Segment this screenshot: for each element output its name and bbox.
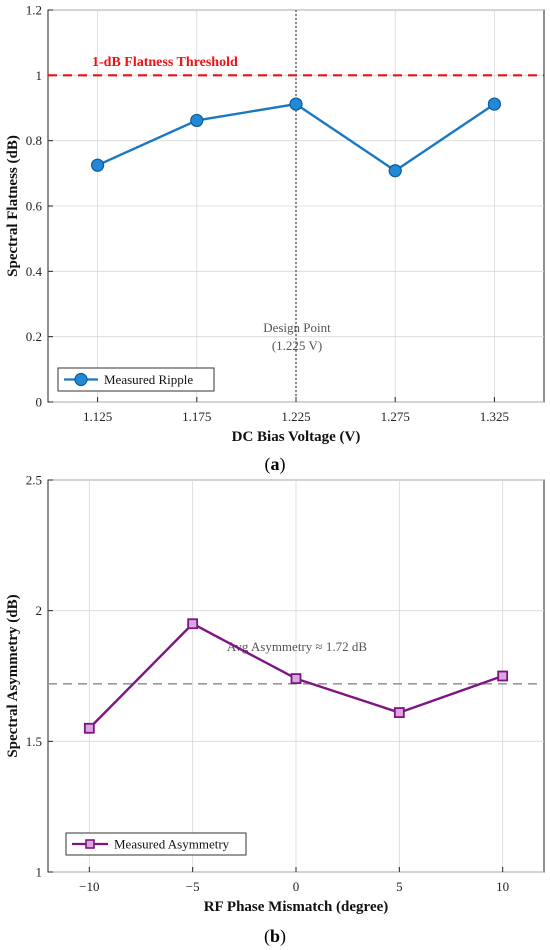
data-point xyxy=(90,158,105,172)
legend-b: Measured Asymmetry xyxy=(65,832,247,856)
design-point-label: Design Point xyxy=(263,320,331,335)
panel-label-a: (a) xyxy=(265,454,286,475)
chart-a: 1.125 1.175 1.225 1.275 1.325 0 0.2 0.4 0.6 0.8 1… xyxy=(5,3,545,475)
y-tick-label: 1 xyxy=(36,68,43,83)
y-tick-label: 2.5 xyxy=(26,473,42,488)
x-tick-label: 1.225 xyxy=(281,409,310,424)
x-axis-label-a: DC Bias Voltage (V) xyxy=(232,429,361,445)
series-measured-asymmetry xyxy=(83,618,509,734)
legend-box-a xyxy=(57,367,215,392)
y-tick-label: 0.8 xyxy=(26,133,42,148)
panel-letter-b: b xyxy=(270,926,280,946)
panel-letter-a: a xyxy=(271,454,280,474)
y-tick-label: 0.6 xyxy=(26,199,43,214)
data-point xyxy=(388,164,402,178)
panel-label-b: (b) xyxy=(264,926,286,947)
y-tick-label: 0.4 xyxy=(26,264,43,279)
x-tick-label: 5 xyxy=(396,879,403,894)
chart-b: −10 −5 0 5 10 1 1.5 2 2.5 Avg Asymmetry ≈ 1.72 … xyxy=(5,473,545,947)
y-tick-label: 2 xyxy=(36,603,43,618)
y-tick-label: 1.5 xyxy=(26,734,42,749)
legend-label-b: Measured Asymmetry xyxy=(114,837,230,852)
legend-a: Measured Ripple xyxy=(57,367,215,392)
x-axis-label-b: RF Phase Mismatch (degree) xyxy=(204,899,389,915)
y-axis-label-b: Spectral Asymmetry (dB) xyxy=(5,594,21,757)
x-tick-label: 1.175 xyxy=(182,409,211,424)
data-point xyxy=(487,97,501,111)
y-tick-label: 1.2 xyxy=(26,3,42,18)
series-measured-ripple xyxy=(90,97,501,178)
data-point xyxy=(289,97,303,111)
design-point-value: (1.225 V) xyxy=(272,338,322,353)
data-point xyxy=(497,670,509,682)
legend-label-a: Measured Ripple xyxy=(104,372,193,387)
x-ticks-a: 1.125 1.175 1.225 1.275 1.325 xyxy=(83,397,509,424)
legend-marker-a xyxy=(74,372,88,387)
threshold-label: 1-dB Flatness Threshold xyxy=(92,55,238,70)
x-tick-label: 1.275 xyxy=(381,409,410,424)
data-point xyxy=(83,722,95,734)
x-tick-label: 0 xyxy=(293,879,300,894)
x-tick-label: 1.125 xyxy=(83,409,112,424)
data-point xyxy=(187,618,199,630)
x-tick-label: 1.325 xyxy=(480,409,509,424)
x-tick-label: −10 xyxy=(79,879,99,894)
avg-asymmetry-label: Avg Asymmetry ≈ 1.72 dB xyxy=(227,639,367,654)
y-tick-label: 1 xyxy=(36,865,43,880)
y-tick-label: 0 xyxy=(36,395,43,410)
y-axis-label-a: Spectral Flatness (dB) xyxy=(5,135,21,277)
x-tick-label: 10 xyxy=(496,879,509,894)
data-point xyxy=(290,673,302,685)
legend-box-b xyxy=(65,832,247,856)
y-ticks-b: 1 1.5 2 2.5 xyxy=(26,473,53,880)
y-ticks-a: 0 0.2 0.4 0.6 0.8 1 1.2 xyxy=(26,3,53,410)
x-tick-label: −5 xyxy=(186,879,200,894)
reference-lines-a xyxy=(48,10,544,402)
data-point xyxy=(190,113,204,128)
legend-marker-b xyxy=(85,839,95,849)
y-tick-label: 0.2 xyxy=(26,329,42,344)
data-point xyxy=(393,707,405,718)
x-ticks-b: −10 −5 0 5 10 xyxy=(79,867,509,894)
